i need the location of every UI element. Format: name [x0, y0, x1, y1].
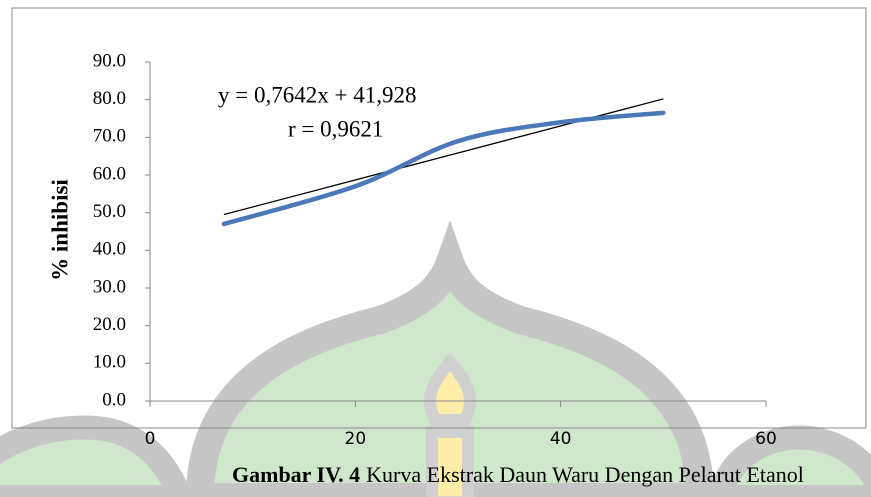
y-tick-label: 90.0	[93, 50, 126, 71]
x-tick-label: 20	[345, 429, 367, 449]
x-tick-label: 0	[145, 429, 156, 449]
caption-label: Gambar IV. 4	[232, 462, 360, 487]
caption-text: Kurva Ekstrak Daun Waru Dengan Pelarut E…	[366, 462, 804, 487]
y-tick-label: 80.0	[93, 88, 126, 109]
y-tick-label: 50.0	[93, 201, 126, 222]
annotation: r = 0,9621	[288, 116, 383, 141]
y-tick-label: 40.0	[93, 239, 126, 260]
y-tick-label: 60.0	[93, 163, 126, 184]
y-tick-label: 70.0	[93, 126, 126, 147]
x-tick-label: 60	[755, 429, 777, 449]
y-tick-label: 10.0	[93, 352, 126, 373]
x-tick-label: 40	[550, 429, 572, 449]
y-tick-label: 20.0	[93, 314, 126, 335]
y-tick-label: 0.0	[102, 389, 126, 410]
y-tick-label: 30.0	[93, 276, 126, 297]
y-axis-label: % inhibisi	[47, 179, 72, 281]
page: % inhibisi y = 0,7642x + 41,928 r = 0,96…	[0, 0, 871, 497]
annotation: y = 0,7642x + 41,928	[218, 82, 416, 107]
